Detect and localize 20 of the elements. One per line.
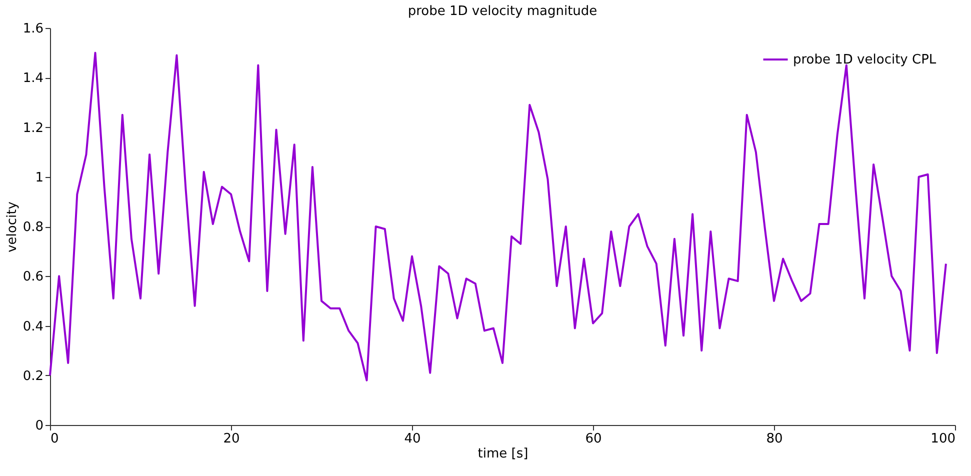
x-tick-label: 0 — [50, 432, 59, 446]
legend-label: probe 1D velocity CPL — [793, 52, 937, 68]
y-tick-label: 0.2 — [22, 368, 44, 384]
x-tick-label: 80 — [766, 432, 783, 446]
y-tick-label: 1.6 — [22, 22, 44, 36]
x-tick-label: 20 — [223, 432, 240, 446]
chart-title: probe 1D velocity magnitude — [408, 4, 598, 19]
y-tick-label: 0 — [35, 418, 44, 434]
line-series — [49, 52, 947, 382]
x-tick-label: 100 — [930, 432, 956, 446]
x-axis-title: time [s] — [478, 446, 528, 462]
y-tick-label: 1 — [35, 170, 44, 186]
y-tick-label: 1.4 — [22, 71, 44, 86]
x-tick-label: 40 — [404, 432, 421, 446]
y-tick-label: 1.2 — [22, 120, 44, 136]
x-tick-label: 60 — [585, 432, 602, 446]
y-tick-label: 0.4 — [22, 319, 44, 334]
y-tick-label: 0.6 — [22, 270, 44, 285]
y-axis-title: velocity — [4, 201, 20, 252]
y-tick-label: 0.8 — [22, 220, 44, 235]
